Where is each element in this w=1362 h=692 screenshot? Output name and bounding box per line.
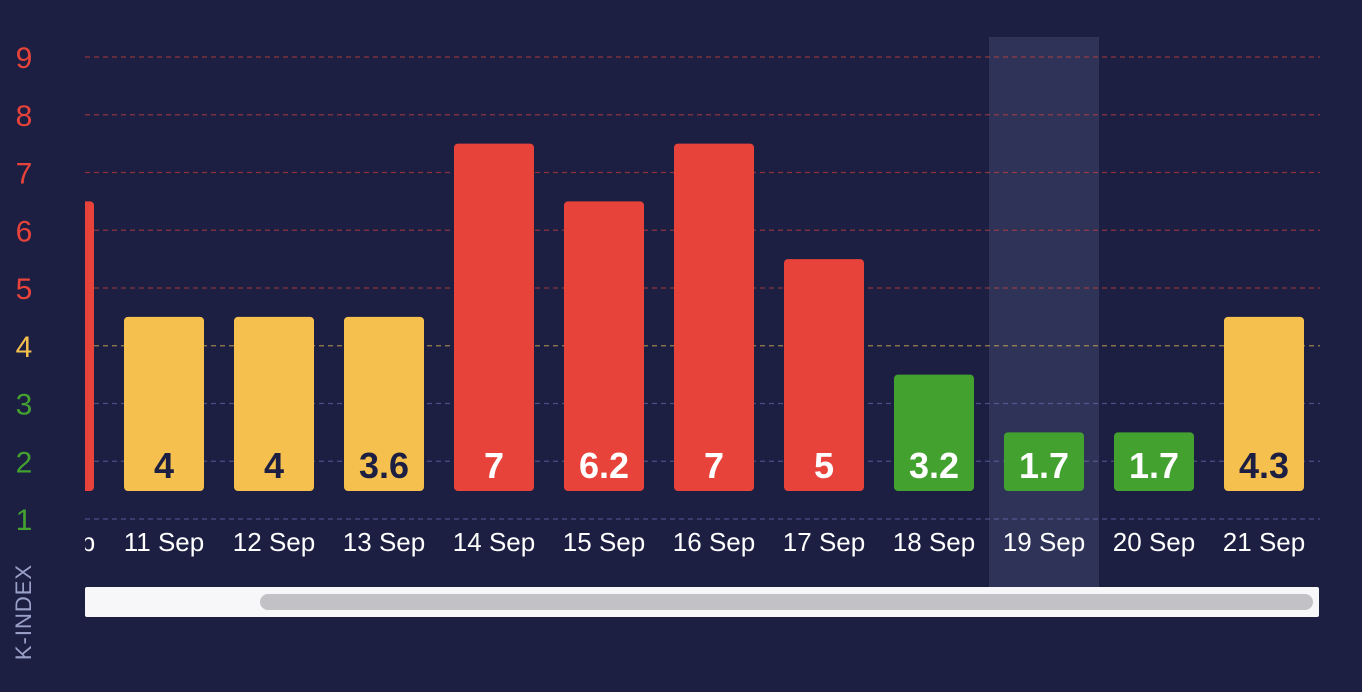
bar[interactable] xyxy=(234,316,314,491)
x-tick-label: 17 Sep xyxy=(783,527,865,557)
x-tick-label: 15 Sep xyxy=(563,527,645,557)
bar-value-label: 4 xyxy=(264,445,284,486)
bar-value-label: 6.2 xyxy=(579,445,629,486)
x-tick-label: 11 Sep xyxy=(124,527,204,557)
y-tick-label: 9 xyxy=(16,42,33,75)
x-tick-label: 10 Sep xyxy=(13,527,95,557)
y-tick-label: 4 xyxy=(16,331,33,364)
bar[interactable] xyxy=(674,143,754,491)
y-tick-label: 5 xyxy=(16,273,33,306)
y-tick-label: 1 xyxy=(16,504,33,537)
bar-value-label: 1.7 xyxy=(1129,445,1179,486)
x-tick-label: 21 Sep xyxy=(1223,527,1305,557)
x-tick-label: 14 Sep xyxy=(453,527,535,557)
y-tick-label: 2 xyxy=(16,446,33,479)
bar[interactable] xyxy=(564,201,644,491)
x-tick-label: 18 Sep xyxy=(893,527,975,557)
bar[interactable] xyxy=(124,316,204,491)
y-tick-label: 7 xyxy=(16,158,33,191)
x-tick-label: 20 Sep xyxy=(1113,527,1195,557)
horizontal-scrollbar[interactable] xyxy=(85,587,1319,617)
bar-value-label: 5 xyxy=(814,445,834,486)
y-tick-label: 6 xyxy=(16,215,33,248)
x-tick-label: 13 Sep xyxy=(343,527,425,557)
x-tick-label: 12 Sep xyxy=(233,527,315,557)
bar-value-label: 3.6 xyxy=(359,445,409,486)
y-tick-label: 8 xyxy=(16,100,33,133)
bar[interactable] xyxy=(14,201,94,491)
bar-value-label: 4.3 xyxy=(1239,445,1289,486)
bar[interactable] xyxy=(1114,432,1194,491)
bar-value-label: 1.7 xyxy=(1019,445,1069,486)
y-axis-title: K-INDEX xyxy=(11,563,36,661)
bar[interactable] xyxy=(454,143,534,491)
y-tick-label: 3 xyxy=(16,389,33,422)
bar[interactable] xyxy=(1004,432,1084,491)
x-tick-label: 16 Sep xyxy=(673,527,755,557)
bar-value-label: 7 xyxy=(484,445,504,486)
bar-value-label: 4 xyxy=(154,445,174,486)
highlighted-column xyxy=(989,37,1099,590)
x-tick-label: 19 Sep xyxy=(1003,527,1085,557)
bar[interactable] xyxy=(784,259,864,491)
scrollbar-thumb[interactable] xyxy=(260,594,1313,610)
bar[interactable] xyxy=(894,374,974,491)
bar[interactable] xyxy=(1224,316,1304,491)
bar-value-label: 3.2 xyxy=(909,445,959,486)
bar-value-label: 7 xyxy=(704,445,724,486)
bar[interactable] xyxy=(344,316,424,491)
